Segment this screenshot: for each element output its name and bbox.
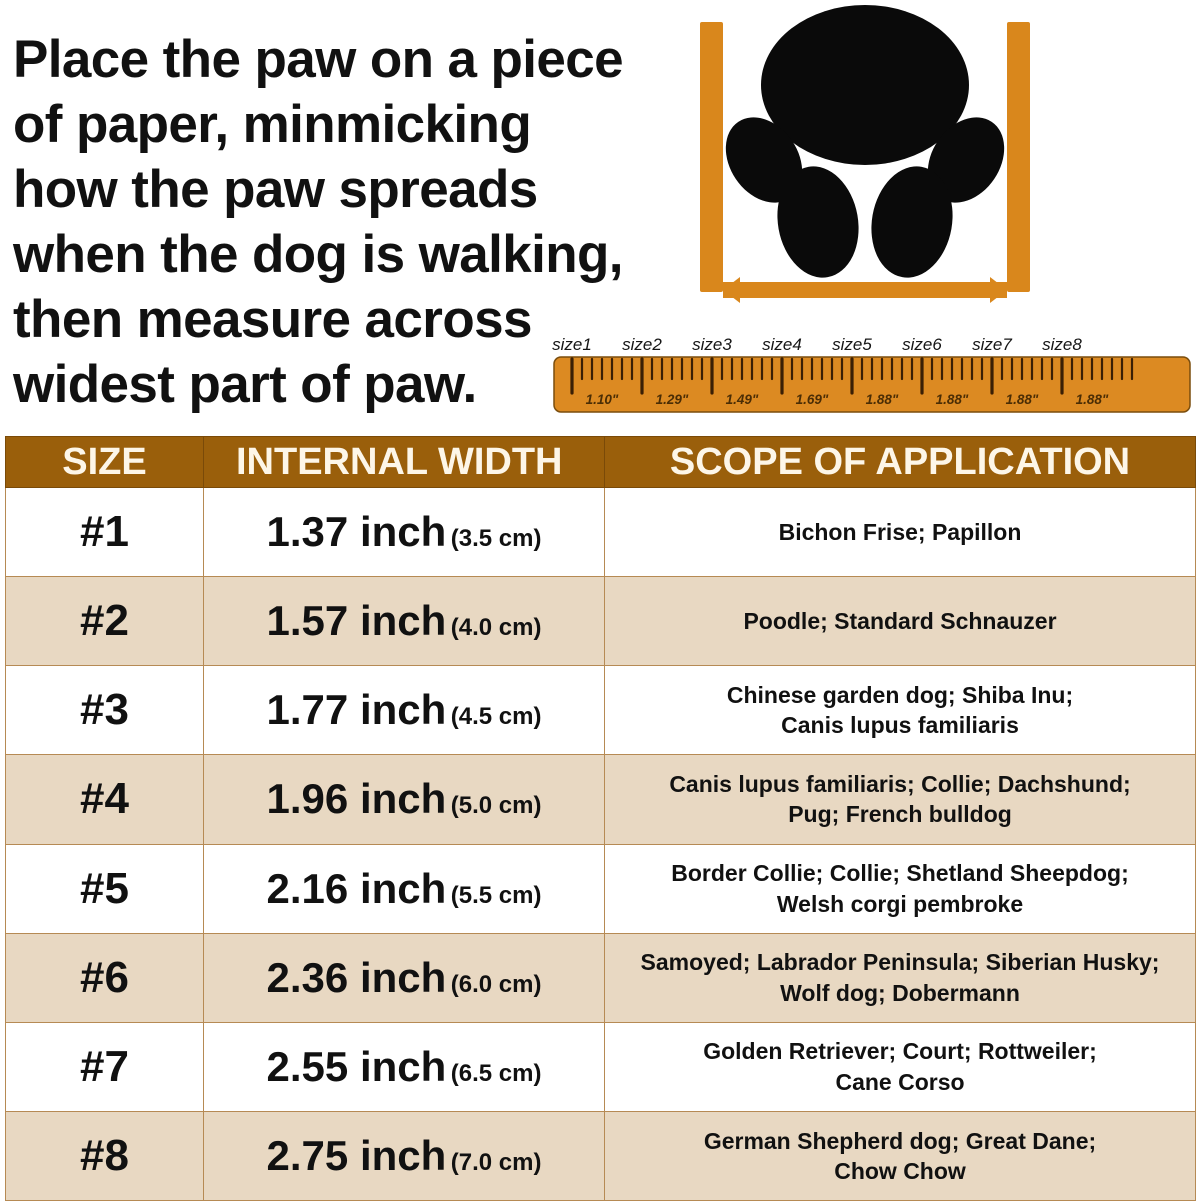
svg-text:size7: size7 <box>972 335 1012 354</box>
svg-text:1.88": 1.88" <box>1076 392 1109 407</box>
svg-text:size1: size1 <box>552 335 592 354</box>
svg-text:size4: size4 <box>762 335 802 354</box>
svg-text:1.69": 1.69" <box>796 392 829 407</box>
svg-text:size6: size6 <box>902 335 942 354</box>
svg-text:1.88": 1.88" <box>1006 392 1039 407</box>
svg-text:size8: size8 <box>1042 335 1082 354</box>
svg-text:1.88": 1.88" <box>866 392 899 407</box>
svg-text:1.88": 1.88" <box>936 392 969 407</box>
svg-text:1.10": 1.10" <box>586 392 619 407</box>
svg-text:size3: size3 <box>692 335 732 354</box>
svg-text:1.49": 1.49" <box>726 392 759 407</box>
svg-text:size5: size5 <box>832 335 872 354</box>
svg-text:1.29": 1.29" <box>656 392 689 407</box>
svg-text:size2: size2 <box>622 335 662 354</box>
